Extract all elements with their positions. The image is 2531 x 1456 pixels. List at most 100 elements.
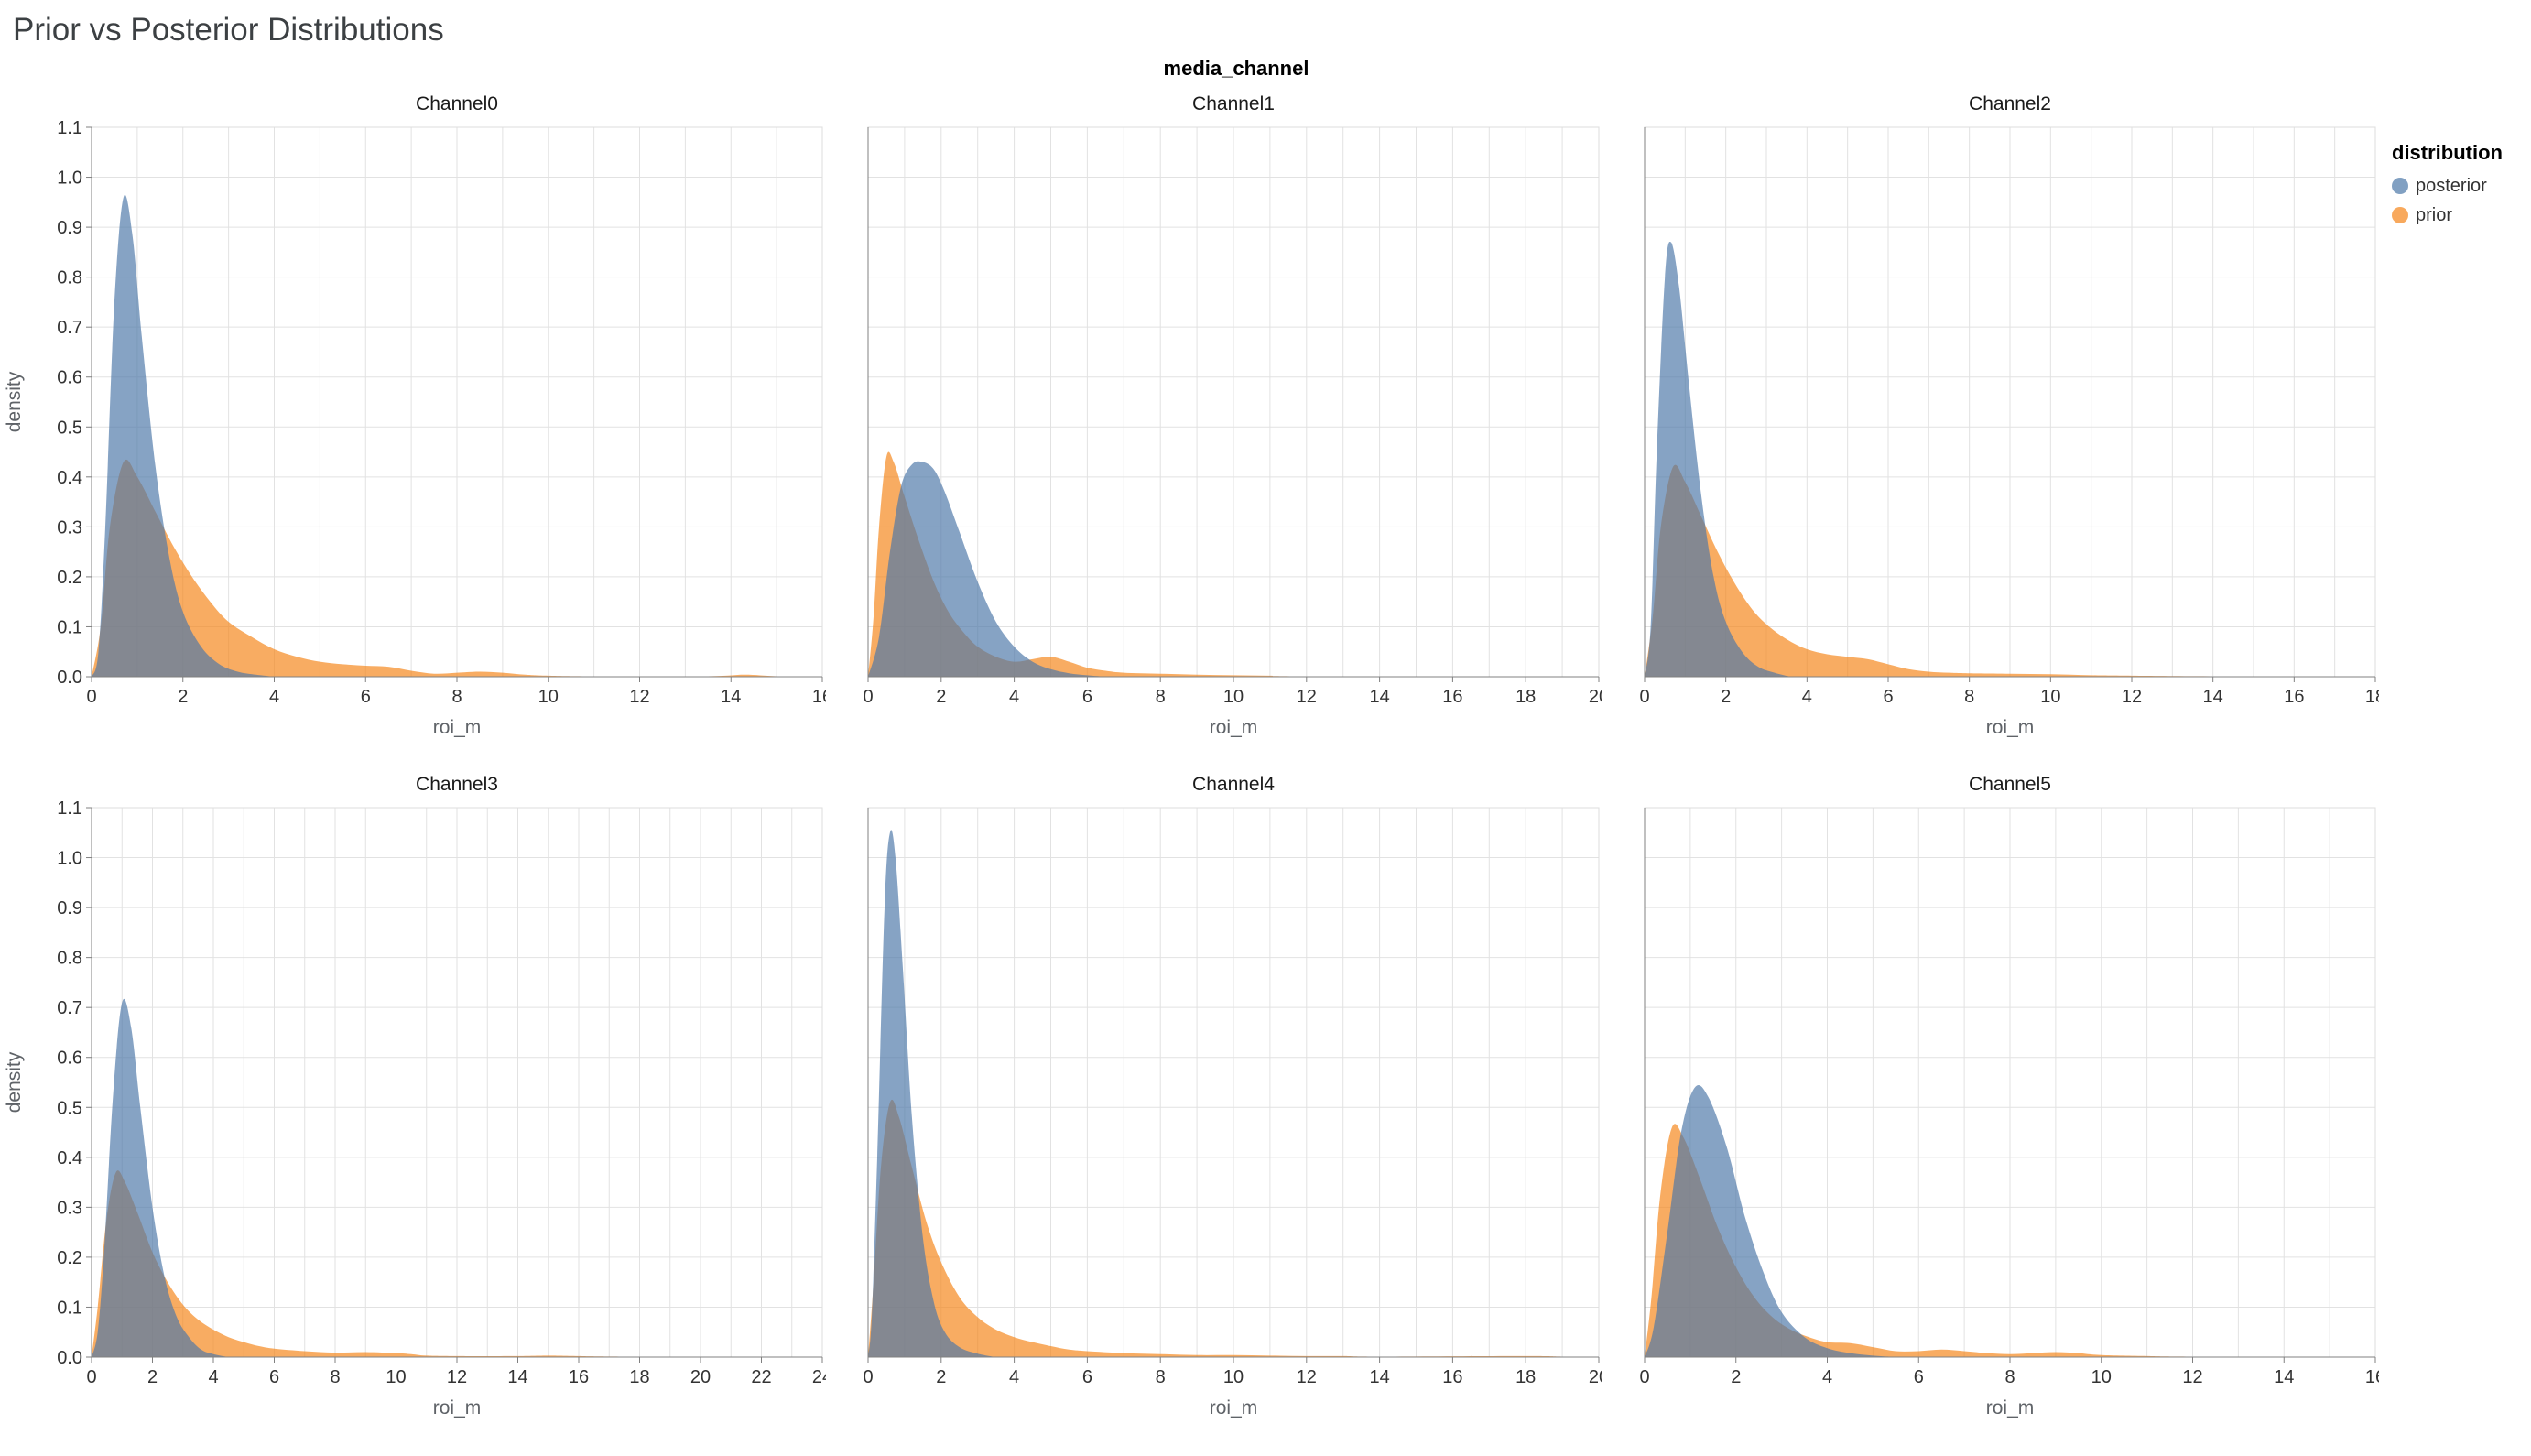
x-axis-title: roi_m: [1986, 717, 2035, 738]
x-tick-label: 18: [1515, 687, 1536, 707]
x-tick-label: 16: [569, 1367, 589, 1387]
facet-title: Channel0: [416, 93, 498, 114]
legend-entry-posterior: posterior: [2392, 173, 2529, 199]
x-tick-label: 0: [1639, 1367, 1649, 1387]
x-axis-title: roi_m: [433, 1397, 482, 1418]
x-tick-label: 8: [1964, 687, 1974, 707]
y-tick-label: 0.2: [57, 568, 82, 588]
x-tick-label: 8: [1156, 687, 1166, 707]
x-tick-label: 12: [1297, 687, 1317, 707]
facet-grid: 0246810121416roi_mChannel00.00.10.20.30.…: [0, 86, 2531, 1438]
x-axis-title: roi_m: [1210, 1397, 1258, 1418]
posterior-density-area: [1645, 242, 1791, 677]
posterior-density-area: [1645, 1084, 1896, 1357]
x-tick-label: 16: [1442, 1367, 1462, 1387]
y-tick-label: 0.7: [57, 318, 82, 338]
x-tick-label: 8: [1156, 1367, 1166, 1387]
x-tick-label: 6: [361, 687, 371, 707]
legend: distribution posterior prior: [2392, 139, 2529, 232]
x-tick-label: 16: [2284, 687, 2304, 707]
x-tick-label: 20: [1589, 1367, 1602, 1387]
density-plot-channel5: 0 2 4 6 8 10 12 14 16 roi_m Channel5: [1639, 774, 2385, 1418]
y-tick-label: 0.5: [57, 1098, 82, 1118]
x-tick-label: 8: [451, 687, 462, 707]
x-tick-label: 10: [538, 687, 559, 707]
y-tick-label: 1.0: [57, 168, 82, 189]
prior-swatch-icon: [2392, 206, 2408, 223]
x-tick-label: 4: [269, 687, 279, 707]
facet-title: Channel3: [416, 774, 498, 795]
density-plot-channel2: 0 2 4 6 8 10 12 14 16 18 roi_m Channel2: [1639, 93, 2385, 738]
x-tick-label: 2: [936, 687, 946, 707]
x-tick-label: 18: [629, 1367, 649, 1387]
y-tick-label: 0.6: [57, 368, 82, 388]
page-title: Prior vs Posterior Distributions: [13, 12, 444, 48]
x-tick-label: 14: [2274, 1367, 2294, 1387]
facet-channel1: 0 2 4 6 8 10 12 14 16 18 20 roi_m Channel1: [859, 86, 1609, 757]
x-tick-label: 6: [1082, 1367, 1092, 1387]
x-tick-label: 0: [86, 1367, 96, 1387]
facet-field-title: media_channel: [1163, 57, 1309, 80]
x-tick-label: 2: [1731, 1367, 1741, 1387]
x-axis-title: roi_m: [433, 717, 482, 738]
x-tick-label: 18: [2365, 687, 2379, 707]
y-tick-label: 0.2: [57, 1248, 82, 1268]
x-tick-label: 8: [2004, 1367, 2015, 1387]
x-tick-label: 24: [812, 1367, 826, 1387]
x-tick-label: 12: [447, 1367, 467, 1387]
x-tick-label: 6: [269, 1367, 279, 1387]
x-tick-label: 4: [208, 1367, 218, 1387]
x-tick-label: 4: [1009, 687, 1019, 707]
x-tick-label: 14: [1369, 687, 1389, 707]
x-tick-label: 4: [1009, 1367, 1019, 1387]
facet-title: Channel5: [1969, 774, 2051, 795]
legend-title: distribution: [2392, 141, 2503, 164]
y-tick-label: 0.8: [57, 949, 82, 969]
y-tick-label: 0.6: [57, 1049, 82, 1069]
x-tick-label: 16: [1442, 687, 1462, 707]
x-tick-label: 6: [1914, 1367, 1924, 1387]
x-tick-label: 10: [1223, 687, 1244, 707]
y-tick-label: 1.1: [57, 118, 82, 138]
x-tick-label: 4: [1802, 687, 1812, 707]
y-tick-label: 0.4: [57, 1148, 82, 1168]
y-tick-label: 0.7: [57, 998, 82, 1018]
x-tick-label: 6: [1883, 687, 1893, 707]
y-tick-label: 1.1: [57, 799, 82, 819]
facet-channel4: 0 2 4 6 8 10 12 14 16 18 20 roi_m Channel4: [859, 766, 1609, 1438]
density-plot-channel4: 0 2 4 6 8 10 12 14 16 18 20 roi_m Channel4: [863, 774, 1609, 1418]
posterior-swatch-icon: [2392, 177, 2408, 194]
y-tick-label: 0.0: [57, 1348, 82, 1368]
y-tick-label: 0.8: [57, 268, 82, 288]
x-tick-label: 0: [863, 1367, 873, 1387]
density-plot-channel0: 0 2 4 6 8 10 12 14 16 roi_m Channel0 0.0 0.1 0.2 0.3 0.…: [4, 93, 832, 738]
x-tick-label: 8: [330, 1367, 340, 1387]
x-tick-label: 2: [178, 687, 188, 707]
posterior-density-area: [92, 998, 229, 1357]
y-tick-label: 1.0: [57, 849, 82, 869]
x-tick-label: 4: [1822, 1367, 1832, 1387]
x-tick-label: 14: [2203, 687, 2223, 707]
x-tick-label: 20: [690, 1367, 711, 1387]
x-tick-label: 0: [1639, 687, 1649, 707]
x-tick-label: 2: [1721, 687, 1731, 707]
x-tick-label: 2: [936, 1367, 946, 1387]
x-tick-label: 12: [629, 687, 649, 707]
posterior-density-area: [868, 461, 1106, 677]
x-tick-label: 16: [812, 687, 826, 707]
x-tick-label: 16: [2365, 1367, 2379, 1387]
y-tick-label: 0.0: [57, 668, 82, 688]
x-tick-label: 18: [1515, 1367, 1536, 1387]
y-tick-label: 0.1: [57, 1298, 82, 1318]
x-tick-label: 2: [147, 1367, 158, 1387]
posterior-density-area: [868, 830, 996, 1357]
facet-title: Channel4: [1192, 774, 1275, 795]
y-tick-label: 0.1: [57, 617, 82, 637]
y-tick-label: 0.9: [57, 898, 82, 918]
facet-channel2: 0 2 4 6 8 10 12 14 16 18 roi_m Channel2: [1635, 86, 2385, 757]
x-tick-label: 0: [86, 687, 96, 707]
posterior-density-area: [92, 194, 275, 678]
x-tick-label: 12: [2122, 687, 2142, 707]
x-tick-label: 14: [1369, 1367, 1389, 1387]
x-tick-label: 10: [2040, 687, 2060, 707]
